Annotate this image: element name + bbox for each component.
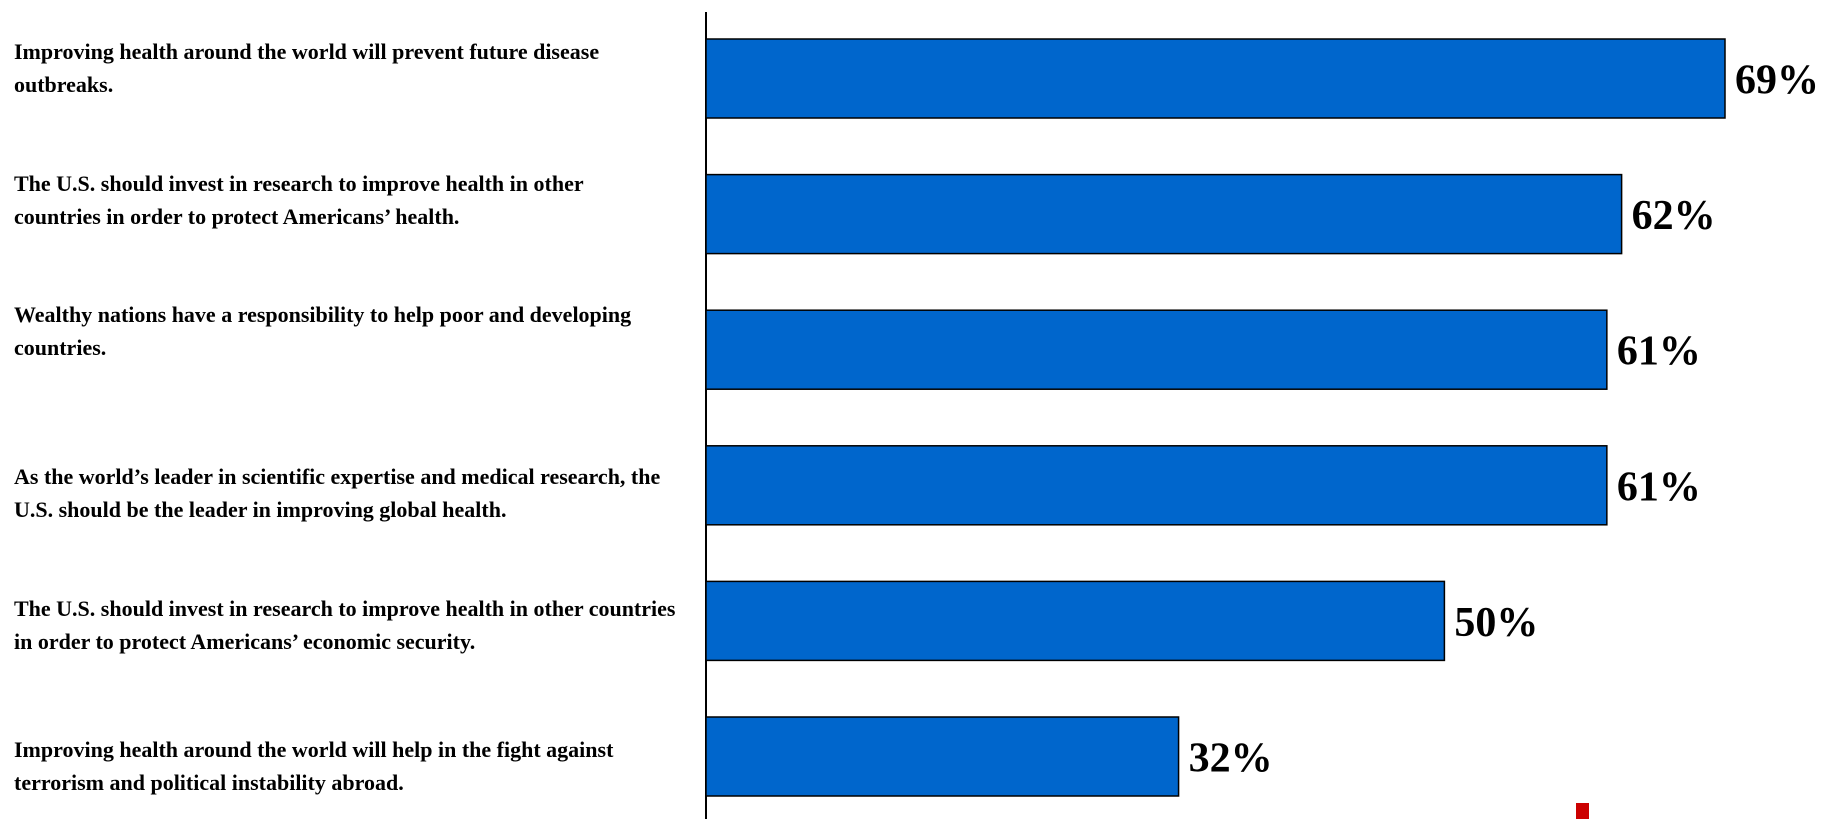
data-label-1: 69% <box>1735 58 1819 104</box>
category-label-3: Wealthy nations have a responsibility to… <box>14 302 632 360</box>
red-mark <box>1576 803 1589 819</box>
bar-5 <box>705 580 1446 662</box>
bar-6 <box>705 716 1180 797</box>
data-label-2: 62% <box>1632 193 1716 239</box>
bar-2 <box>705 173 1623 255</box>
category-label-6: Improving health around the world will h… <box>14 737 614 795</box>
bar-4 <box>705 445 1608 526</box>
category-label-2: The U.S. should invest in research to im… <box>14 171 584 229</box>
bar-1 <box>705 38 1726 119</box>
category-label-4: As the world’s leader in scientific expe… <box>14 464 661 522</box>
data-label-4: 61% <box>1617 464 1701 510</box>
data-label-3: 61% <box>1617 329 1701 375</box>
category-label-5: The U.S. should invest in research to im… <box>14 596 676 654</box>
bar-3 <box>705 309 1608 390</box>
category-label-1: Improving health around the world will p… <box>14 39 600 97</box>
data-label-6: 32% <box>1189 736 1273 782</box>
data-label-5: 50% <box>1454 600 1538 646</box>
